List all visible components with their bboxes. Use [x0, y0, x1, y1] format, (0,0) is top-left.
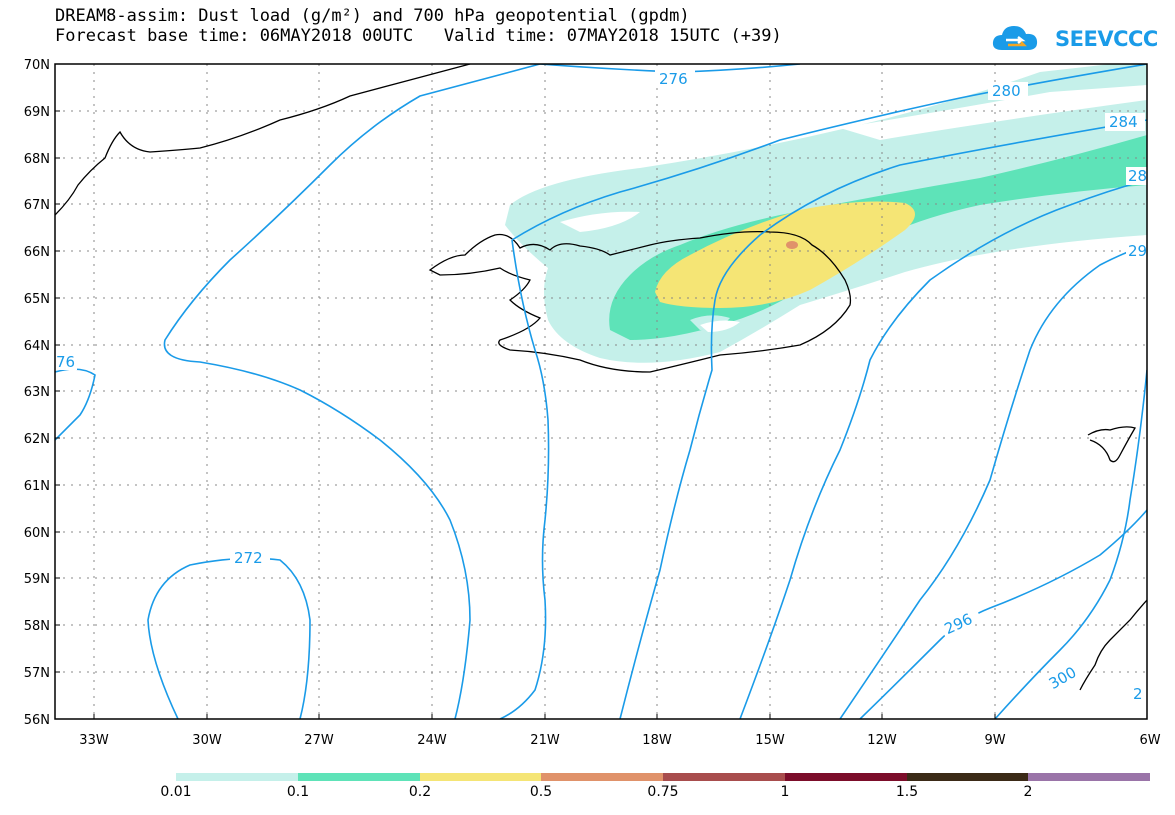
color-scale-bar: [176, 773, 1150, 781]
scale-label: 2: [1023, 784, 1033, 800]
lat-label: 70N: [24, 58, 50, 73]
scale-label: 0.75: [647, 784, 679, 800]
lat-label: 63N: [24, 385, 50, 400]
lat-label: 68N: [24, 152, 50, 167]
scale-label: 0.1: [286, 784, 310, 800]
lon-label: 21W: [530, 733, 560, 748]
map-title: DREAM8-assim: Dust load (g/m²) and 700 h…: [55, 6, 690, 26]
lon-label: 27W: [304, 733, 334, 748]
contour-280: [499, 239, 550, 719]
lat-label: 67N: [24, 198, 50, 213]
contour-label-edge: 2: [1133, 685, 1143, 703]
scale-swatch: [785, 773, 907, 781]
lon-label: 30W: [192, 733, 222, 748]
lat-label: 65N: [24, 292, 50, 307]
scale-label: 0.5: [529, 784, 553, 800]
lon-label: 9W: [984, 733, 1005, 748]
contour-276: [163, 64, 541, 719]
contour-284: [619, 119, 1147, 719]
scale-swatch: [663, 773, 785, 781]
lon-label: 18W: [642, 733, 672, 748]
lat-label: 56N: [24, 713, 50, 728]
scale-label: 0.01: [160, 784, 192, 800]
contour-292: [839, 244, 1147, 719]
lat-label: 59N: [24, 572, 50, 587]
logo-text: SEEVCCC: [1055, 27, 1158, 51]
contour-label-288: 28: [1128, 167, 1147, 185]
lon-label: 15W: [755, 733, 785, 748]
contour-label-276: 276: [659, 70, 688, 88]
contour-label-276-left: 76: [56, 353, 75, 371]
scale-swatch: [1028, 773, 1150, 781]
dust-band-02: [655, 201, 915, 308]
lat-label: 69N: [24, 105, 50, 120]
greenland-coast: [55, 64, 471, 216]
lon-label: 6W: [1139, 733, 1160, 748]
contour-288: [739, 179, 1147, 719]
faroe-coast: [1087, 426, 1136, 463]
lat-label: 61N: [24, 479, 50, 494]
contour-label-280: 280: [992, 82, 1021, 100]
iceland-coast: [428, 230, 852, 373]
lon-label: 12W: [867, 733, 897, 748]
lon-label: 33W: [79, 733, 109, 748]
lat-label: 57N: [24, 666, 50, 681]
contour-label-292: 29: [1128, 242, 1147, 260]
lat-label: 58N: [24, 619, 50, 634]
contour-296: [994, 369, 1147, 719]
scale-swatch: [298, 773, 420, 781]
contour-272: [147, 557, 311, 719]
forecast-time-line: Forecast base time: 06MAY2018 00UTC Vali…: [55, 26, 782, 46]
scale-label: 1: [780, 784, 790, 800]
lat-label: 62N: [24, 432, 50, 447]
scale-label: 0.2: [408, 784, 432, 800]
scale-label: 1.5: [895, 784, 919, 800]
contour-label-284: 284: [1109, 113, 1138, 131]
norway-coast: [1079, 599, 1147, 691]
scale-swatch: [176, 773, 298, 781]
lon-label: 24W: [417, 733, 447, 748]
scale-swatch: [541, 773, 663, 781]
lat-label: 64N: [24, 339, 50, 354]
lat-label: 60N: [24, 526, 50, 541]
scale-swatch: [420, 773, 541, 781]
scale-swatch: [907, 773, 1028, 781]
cloud-logo-icon: [992, 26, 1038, 50]
lat-label: 66N: [24, 245, 50, 260]
contour-label-272: 272: [234, 549, 263, 567]
